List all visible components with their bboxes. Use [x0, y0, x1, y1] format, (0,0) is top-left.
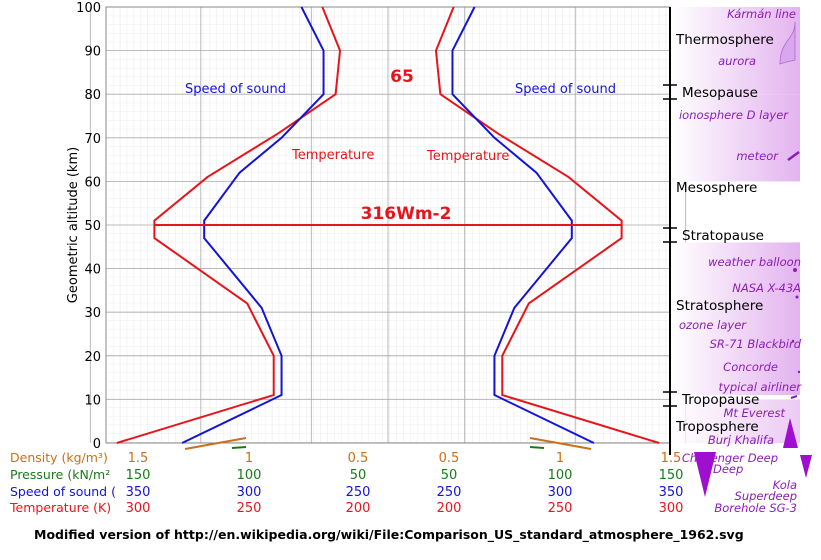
scale-tick: 150 — [126, 468, 151, 483]
event-label: ionosphere D layer — [679, 108, 789, 122]
y-tick-label: 90 — [84, 45, 101, 60]
scale-tick: 1 — [556, 451, 564, 466]
scale-tick: 300 — [548, 485, 573, 500]
event-label-kola-3: Borehole SG-3 — [714, 501, 797, 515]
stratosphere-band — [672, 242, 800, 396]
scale-tick: 200 — [437, 501, 462, 516]
scale-tick: 300 — [237, 485, 262, 500]
scale-tick: 250 — [548, 501, 573, 516]
scale-label: Pressure (kN/m² — [10, 467, 110, 482]
density-line-right — [529, 437, 592, 450]
scale-tick: 1 — [245, 451, 253, 466]
scale-tick: 1.5 — [128, 451, 149, 466]
y-tick-label: 10 — [84, 393, 101, 408]
kola-icon — [800, 455, 812, 478]
scale-tick: 150 — [659, 468, 684, 483]
boundary-marker — [663, 84, 677, 100]
pressure-line-left — [231, 446, 247, 449]
y-tick-label: 20 — [84, 350, 101, 365]
event-label-deep: Deep — [713, 462, 743, 476]
chart-text: 0 10 20 30 40 50 60 70 80 90 100 Geometric altitude… — [9, 1, 812, 516]
event-label: Burj Khalifa — [708, 433, 774, 447]
layer-name: Troposphere — [675, 419, 759, 435]
y-tick-label: 80 — [84, 88, 101, 103]
pressure-line-right — [529, 446, 545, 449]
layer-name: Mesosphere — [676, 180, 757, 196]
airliner-icon — [790, 395, 798, 399]
everest-icon — [783, 418, 798, 448]
scale-tick: 50 — [350, 468, 367, 483]
concorde-icon — [797, 370, 801, 374]
scale-tick: 250 — [237, 501, 262, 516]
speed-of-sound-label-left: Speed of sound — [185, 82, 286, 97]
event-label: ozone layer — [679, 318, 747, 332]
scale-tick: 0.5 — [348, 451, 369, 466]
y-tick-label: 0 — [93, 437, 101, 452]
scale-tick: 350 — [126, 485, 151, 500]
event-label: SR-71 Blackbird — [710, 337, 802, 351]
boundary-marker — [663, 227, 677, 243]
source-caption: Modified version of http://en.wikipedia.… — [34, 527, 744, 542]
y-tick-label: 70 — [84, 132, 101, 147]
y-tick-label: 100 — [76, 1, 101, 16]
karman-line-icon — [779, 21, 796, 65]
scale-tick: 50 — [441, 468, 458, 483]
event-label-kola-2: Superdeep — [735, 489, 797, 503]
mesosphere-band — [672, 94, 800, 182]
temperature-label-right: Temperature — [426, 149, 509, 164]
density-line-left — [184, 437, 247, 450]
troposphere-band — [672, 399, 800, 443]
annotation-316wm2: 316Wm-2 — [361, 204, 452, 224]
layer-name: Mesopause — [682, 85, 758, 101]
event-label: meteor — [736, 149, 779, 163]
event-label: Mt Everest — [723, 406, 785, 420]
event-label: Kármán line — [727, 7, 796, 21]
y-axis-title: Geometric altitude (km) — [66, 147, 81, 303]
annotation-65: 65 — [390, 67, 414, 87]
weather-balloon-icon — [793, 268, 797, 272]
scale-tick: 350 — [659, 485, 684, 500]
event-label: aurora — [718, 54, 756, 68]
scale-tick: 250 — [437, 485, 462, 500]
meteor-icon — [787, 150, 800, 162]
layer-bands — [669, 7, 800, 455]
challenger-deep-icon — [694, 452, 716, 497]
scale-label: Speed of sound ( — [10, 484, 116, 499]
speed-of-sound-label-right: Speed of sound — [515, 82, 616, 97]
boundary-marker — [663, 391, 677, 407]
scale-label: Temperature (K) — [9, 500, 111, 515]
y-tick-label: 30 — [84, 306, 101, 321]
scale-tick: 0.5 — [439, 451, 460, 466]
y-tick-label: 50 — [84, 219, 101, 234]
scale-tick: 1.5 — [661, 451, 682, 466]
event-label-kola-1: Kola — [773, 478, 797, 492]
temperature-label-left: Temperature — [291, 148, 374, 163]
thermosphere-band — [672, 7, 800, 95]
x43a-icon — [795, 295, 799, 299]
scale-tick: 250 — [346, 485, 371, 500]
layer-name: Tropopause — [681, 392, 759, 408]
scale-tick: 200 — [346, 501, 371, 516]
y-tick-label: 40 — [84, 263, 101, 278]
y-tick-label: 60 — [84, 175, 101, 190]
sr71-icon — [791, 339, 795, 343]
event-label: NASA X-43A — [732, 281, 801, 295]
event-label: weather balloon — [708, 255, 801, 269]
scale-label: Density (kg/m³) — [10, 450, 108, 465]
scale-tick: 300 — [126, 501, 151, 516]
scale-tick: 300 — [659, 501, 684, 516]
event-label: Concorde — [723, 360, 778, 374]
layer-name: Thermosphere — [675, 32, 774, 48]
curves — [116, 6, 660, 450]
layer-name: Stratosphere — [676, 298, 763, 314]
scale-tick: 100 — [548, 468, 573, 483]
layer-name: Stratopause — [682, 228, 764, 244]
scale-tick: 100 — [237, 468, 262, 483]
event-label: typical airliner — [719, 380, 803, 394]
